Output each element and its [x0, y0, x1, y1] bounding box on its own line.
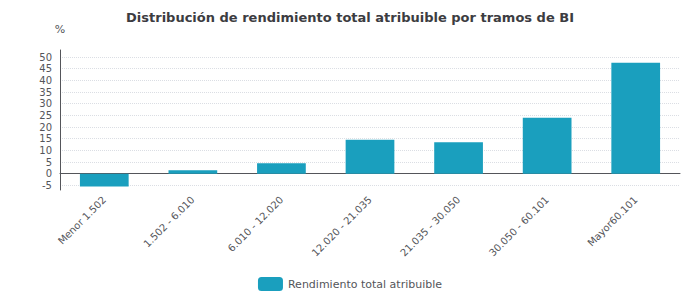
svg-text:Mayor60.101: Mayor60.101 [585, 194, 639, 248]
svg-text:Rendimiento total atribuible: Rendimiento total atribuible [288, 278, 442, 291]
svg-text:21.035 - 30.050: 21.035 - 30.050 [398, 194, 462, 258]
svg-text:25: 25 [39, 110, 52, 121]
svg-text:10: 10 [39, 145, 52, 156]
svg-text:30: 30 [39, 98, 52, 109]
svg-text:45: 45 [39, 63, 52, 74]
svg-text:1.502 - 6.010: 1.502 - 6.010 [142, 194, 197, 249]
svg-text:Menor 1.502: Menor 1.502 [56, 194, 108, 246]
svg-text:20: 20 [39, 122, 52, 133]
svg-text:15: 15 [39, 133, 52, 144]
svg-text:Distribución de rendimiento to: Distribución de rendimiento total atribu… [126, 10, 574, 25]
svg-text:%: % [55, 23, 65, 36]
svg-text:6.010 - 12.020: 6.010 - 12.020 [226, 194, 286, 254]
svg-text:5: 5 [46, 157, 52, 168]
svg-text:30.050 - 60.101: 30.050 - 60.101 [487, 194, 551, 258]
svg-text:35: 35 [39, 87, 52, 98]
svg-text:40: 40 [39, 75, 52, 86]
svg-text:0: 0 [46, 168, 52, 179]
svg-text:12.020 - 21.035: 12.020 - 21.035 [310, 194, 374, 258]
svg-text:50: 50 [39, 52, 52, 63]
svg-text:-5: -5 [42, 180, 52, 191]
